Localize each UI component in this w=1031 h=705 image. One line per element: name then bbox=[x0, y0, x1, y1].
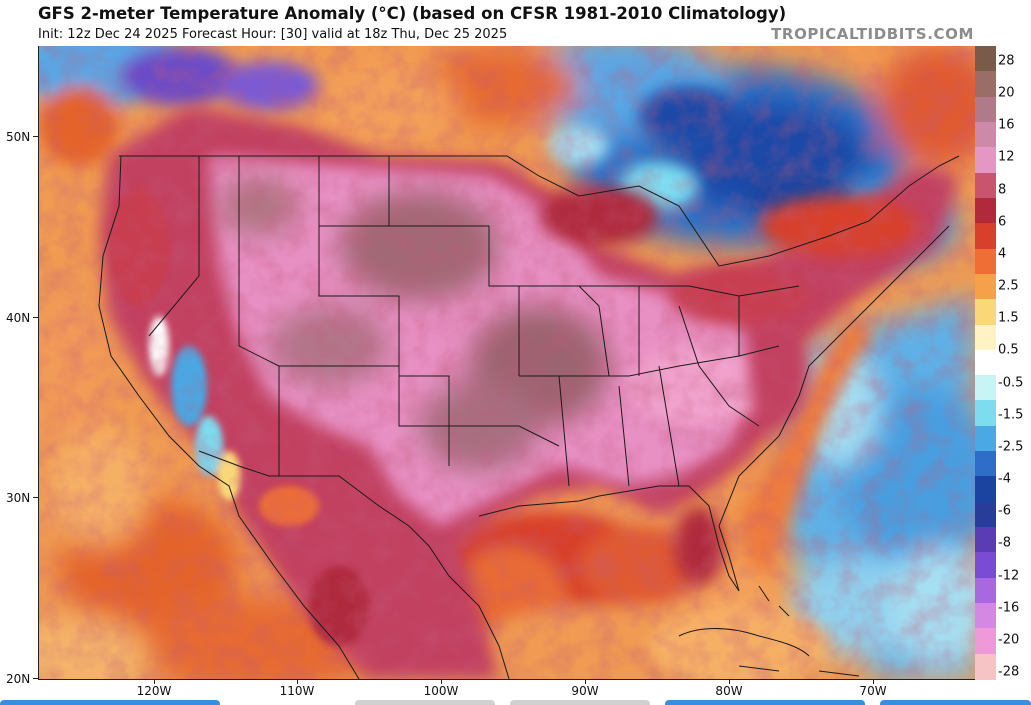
colorbar-label: -1.5 bbox=[998, 407, 1024, 423]
lon-label-110w: 110W bbox=[279, 684, 315, 698]
lat-label-50n: 50N bbox=[6, 130, 31, 144]
colorbar-cell bbox=[975, 248, 996, 275]
colorbar-cell bbox=[975, 349, 996, 376]
colorbar-label: 2.5 bbox=[998, 278, 1019, 294]
texture-overlay bbox=[39, 46, 975, 679]
colorbar-cell bbox=[975, 299, 996, 326]
lon-label-90w: 90W bbox=[571, 684, 599, 698]
lon-tick bbox=[441, 679, 442, 684]
colorbar-cell bbox=[975, 501, 996, 528]
colorbar-cell bbox=[975, 628, 996, 655]
colorbar-cell bbox=[975, 552, 996, 579]
colorbar-cell bbox=[975, 324, 996, 351]
colorbar-label: 6 bbox=[998, 214, 1007, 230]
lon-label-80w: 80W bbox=[715, 684, 743, 698]
colorbar-cell bbox=[975, 147, 996, 174]
colorbar-label: 0.5 bbox=[998, 342, 1019, 358]
colorbar-cell bbox=[975, 273, 996, 300]
lon-tick bbox=[297, 679, 298, 684]
colorbar-label: -0.5 bbox=[998, 375, 1024, 391]
colorbar-label: -4 bbox=[998, 471, 1011, 487]
colorbar-label: 12 bbox=[998, 149, 1015, 165]
colorbar-cell bbox=[975, 476, 996, 503]
south-border-line bbox=[198, 450, 510, 679]
colorbar-label: 28 bbox=[998, 53, 1015, 69]
caribbean-islands bbox=[678, 585, 860, 677]
colorbar-label: 20 bbox=[998, 85, 1015, 101]
bottom-tab[interactable] bbox=[510, 700, 650, 705]
colorbar-cell bbox=[975, 46, 996, 72]
colorbar-label: -20 bbox=[998, 632, 1020, 648]
forecast-info: Init: 12z Dec 24 2025 Forecast Hour: [30… bbox=[38, 27, 508, 42]
bottom-tab[interactable] bbox=[665, 700, 865, 705]
colorbar-cell bbox=[975, 527, 996, 553]
colorbar-label: 16 bbox=[998, 117, 1015, 133]
lat-label-40n: 40N bbox=[6, 311, 31, 325]
colorbar-label: -2.5 bbox=[998, 439, 1024, 455]
colorbar-label: 1.5 bbox=[998, 310, 1019, 326]
gulf-east-coast-line bbox=[478, 225, 950, 592]
colorbar-cell bbox=[975, 375, 996, 402]
colorbar-cell bbox=[975, 71, 996, 98]
lat-label-20n: 20N bbox=[6, 672, 31, 686]
lat-tick bbox=[33, 678, 38, 679]
colorbar-cell bbox=[975, 653, 996, 680]
colorbar-label: 4 bbox=[998, 246, 1007, 262]
colorbar-cell bbox=[975, 223, 996, 250]
lat-label-30n: 30N bbox=[6, 491, 31, 505]
borders bbox=[98, 155, 960, 679]
anomaly-map[interactable] bbox=[38, 46, 975, 680]
colorbar-cell bbox=[975, 603, 996, 629]
map-title: GFS 2-meter Temperature Anomaly (°C) (ba… bbox=[38, 4, 787, 23]
lon-tick bbox=[873, 679, 874, 684]
colorbar-label: -8 bbox=[998, 535, 1011, 551]
lon-label-70w: 70W bbox=[859, 684, 887, 698]
colorbar-cell bbox=[975, 172, 996, 199]
bottom-tab[interactable] bbox=[880, 700, 1031, 705]
bottom-tab[interactable] bbox=[0, 700, 220, 705]
colorbar-label: 8 bbox=[998, 182, 1007, 198]
lon-label-120w: 120W bbox=[136, 684, 172, 698]
bottom-tab[interactable] bbox=[355, 700, 495, 705]
colorbar-label: -16 bbox=[998, 600, 1020, 616]
colorbar-cell bbox=[975, 577, 996, 604]
lon-tick bbox=[585, 679, 586, 684]
colorbar-cell bbox=[975, 121, 996, 148]
lat-tick bbox=[33, 136, 38, 137]
lon-label-100w: 100W bbox=[423, 684, 459, 698]
colorbar-cell bbox=[975, 96, 996, 123]
west-coast-line bbox=[98, 155, 360, 679]
north-border-line bbox=[119, 155, 960, 267]
lat-tick bbox=[33, 497, 38, 498]
lon-tick bbox=[154, 679, 155, 684]
colorbar-cell bbox=[975, 451, 996, 478]
colorbar-cell bbox=[975, 425, 996, 452]
brand-logo-text[interactable]: TROPICALTIDBITS.COM bbox=[771, 25, 974, 43]
colorbar-cell bbox=[975, 400, 996, 427]
colorbar bbox=[975, 46, 996, 680]
colorbar-label: -6 bbox=[998, 503, 1011, 519]
colorbar-cell bbox=[975, 197, 996, 224]
colorbar-label: -28 bbox=[998, 664, 1020, 680]
colorbar-label: -12 bbox=[998, 568, 1020, 584]
lat-tick bbox=[33, 317, 38, 318]
lon-tick bbox=[729, 679, 730, 684]
